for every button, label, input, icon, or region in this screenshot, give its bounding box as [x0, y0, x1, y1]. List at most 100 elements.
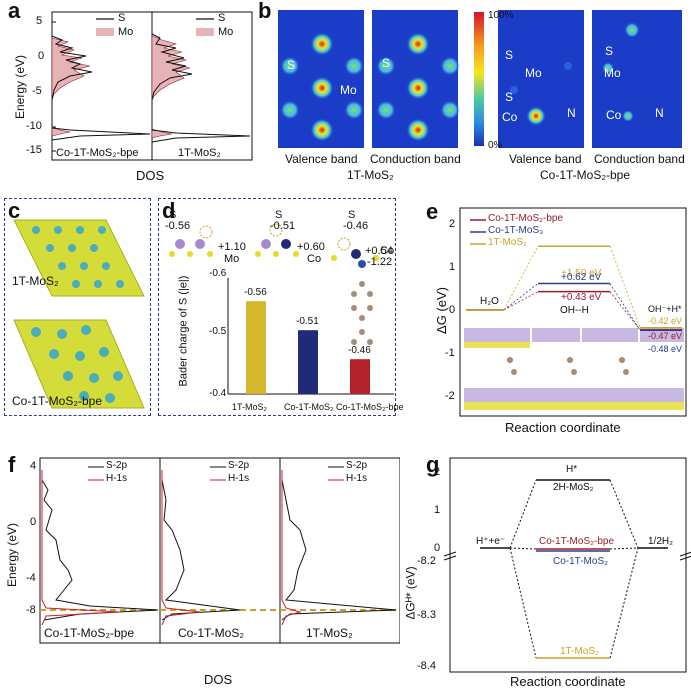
panel-c-box	[4, 198, 151, 416]
bader-bar-0	[246, 301, 266, 394]
panel-b-charge-maps	[278, 10, 682, 148]
bader-value-label-0: -0.56	[244, 287, 267, 299]
e-label-m048: -0.48 eV	[648, 344, 683, 354]
a-ytick-m10: -10	[26, 120, 42, 132]
b-scale-top: 100%	[488, 10, 514, 21]
b-atom-mo5: Mo	[604, 66, 621, 80]
f-h1s-1	[41, 470, 121, 626]
d-s-label-2: S	[275, 209, 283, 221]
panel-f-pdos	[39, 457, 400, 644]
e-label-m047: -0.47 eV	[648, 331, 683, 341]
d-co-label-2: Co	[307, 253, 322, 265]
b-atom-mo: Mo	[340, 83, 357, 97]
g-connectors	[509, 479, 639, 659]
e-label-ohh: OH--H	[560, 305, 589, 316]
map-co-valence	[498, 10, 584, 148]
b-atom-co: Co	[502, 110, 518, 124]
e-ylabel: ΔG (eV)	[433, 287, 449, 334]
a-ytick-5: 5	[36, 15, 43, 27]
d-ylabel: Bader charge of S (|e|)	[177, 275, 190, 387]
g-label-hstar: H*	[566, 464, 578, 475]
d-s-label-3: S	[348, 209, 356, 221]
f-h1s-3	[281, 470, 302, 626]
legend-mo-left: Mo	[118, 26, 134, 38]
e-ytick-0: 0	[449, 304, 456, 316]
e-label-062: +0.62 eV	[561, 272, 602, 283]
f-legend-h-1: H-1s	[106, 473, 128, 484]
dos-mo-left-core	[51, 126, 71, 137]
d-n-value-3: -1.22	[367, 256, 393, 268]
slab-1t	[13, 219, 145, 297]
f-s2p-2	[161, 479, 241, 621]
e-surface-illustrations	[464, 328, 684, 410]
legend-s-left: S	[118, 12, 126, 24]
legend-mo-swatch-left	[96, 28, 114, 36]
d-s-label-1: S	[169, 209, 177, 221]
f-ytick-0: 0	[30, 516, 37, 528]
e-xlabel: Reaction coordinate	[505, 420, 621, 435]
e-connector-1-1	[609, 283, 641, 331]
legend-mo-right: Mo	[218, 26, 234, 38]
b-atom-mo3: Mo	[525, 66, 542, 80]
panel-e-energy-profile	[459, 207, 687, 417]
dos-s-left	[51, 35, 151, 141]
g-label-co-bpe: Co-1T-MoS₂-bpe	[539, 536, 615, 547]
g-frame	[449, 457, 687, 673]
a-ytick-m5: -5	[32, 85, 42, 97]
b-atom-s5: S	[605, 44, 614, 58]
legend-mo-swatch-right	[196, 28, 214, 36]
b-caption-valence-1: Valence band	[285, 152, 358, 166]
g-ytick-2: 2	[434, 466, 441, 478]
g-break-left-2	[443, 555, 457, 561]
g-ytick-m83: -8.3	[417, 609, 436, 621]
e-connector-2-0	[503, 246, 539, 311]
f-ylabel: Energy (eV)	[5, 522, 20, 588]
g-label-1t: 1T-MoS₂	[560, 646, 599, 657]
f-legend-h-2: H-1s	[228, 473, 250, 484]
e-ytick-m1: -1	[445, 347, 455, 359]
g-label-hplus: H⁺+e⁻	[476, 536, 506, 547]
b-group-1t: 1T-MoS₂	[347, 168, 394, 182]
a-ytick-0: 0	[38, 50, 45, 62]
c-label-co-bpe: Co-1T-MoS₂-bpe	[12, 394, 103, 408]
b-atom-s4: S	[505, 90, 514, 104]
g-xlabel: Reaction coordinate	[510, 674, 626, 689]
map-1t-conduction	[372, 10, 460, 148]
e-label-043: +0.43 eV	[561, 292, 602, 303]
bader-bar-2	[350, 359, 370, 394]
e-legend-0: Co-1T-MoS₂-bpe	[488, 213, 564, 224]
b-atom-s: S	[287, 58, 296, 72]
g-ytick-m84: -8.4	[417, 660, 436, 672]
g-ylabel: ΔGᴴ* (eV)	[403, 566, 418, 620]
d-mo-value-1: +1.10	[218, 241, 246, 253]
b-atom-n5: N	[655, 106, 664, 120]
e-label-m042: -0.42 eV	[648, 316, 683, 326]
f-legend-s-2: S-2p	[228, 460, 250, 471]
f-ytick-4: 4	[30, 460, 37, 472]
e-label-h2o: H₂O	[480, 296, 499, 307]
d-co-value-3: +0.54	[365, 245, 393, 257]
g-label-half-h2: 1/2H₂	[648, 536, 674, 547]
e-frame	[459, 207, 687, 417]
g-ytick-1: 1	[434, 504, 441, 516]
f-legend-s-3: S-2p	[346, 460, 368, 471]
panel-letter-b: b	[258, 0, 272, 23]
b-caption-conduction-2: Conduction band	[594, 152, 685, 166]
e-connector-2-1	[609, 246, 641, 328]
f-xlabel: DOS	[204, 672, 233, 687]
b-group-co: Co-1T-MoS₂-bpe	[540, 168, 631, 182]
panel-a-dos	[51, 11, 253, 161]
g-break-left-1	[443, 551, 457, 557]
c-label-1t: 1T-MoS₂	[12, 274, 59, 288]
f-legend-s-1: S-2p	[106, 460, 128, 471]
panel-letter-a: a	[8, 0, 21, 23]
g-label-co: Co-1T-MoS₂	[553, 556, 609, 567]
panel-letter-c: c	[8, 198, 21, 223]
panel-letter-d: d	[162, 198, 176, 223]
a-sub-right: 1T-MoS₂	[178, 147, 221, 159]
f-ytick-m8: -8	[26, 604, 36, 616]
d-s-value-3: -0.46	[343, 220, 369, 232]
b-atom-s3: S	[505, 48, 514, 62]
f-frame-2	[159, 457, 281, 644]
legend-s-right: S	[218, 12, 226, 24]
